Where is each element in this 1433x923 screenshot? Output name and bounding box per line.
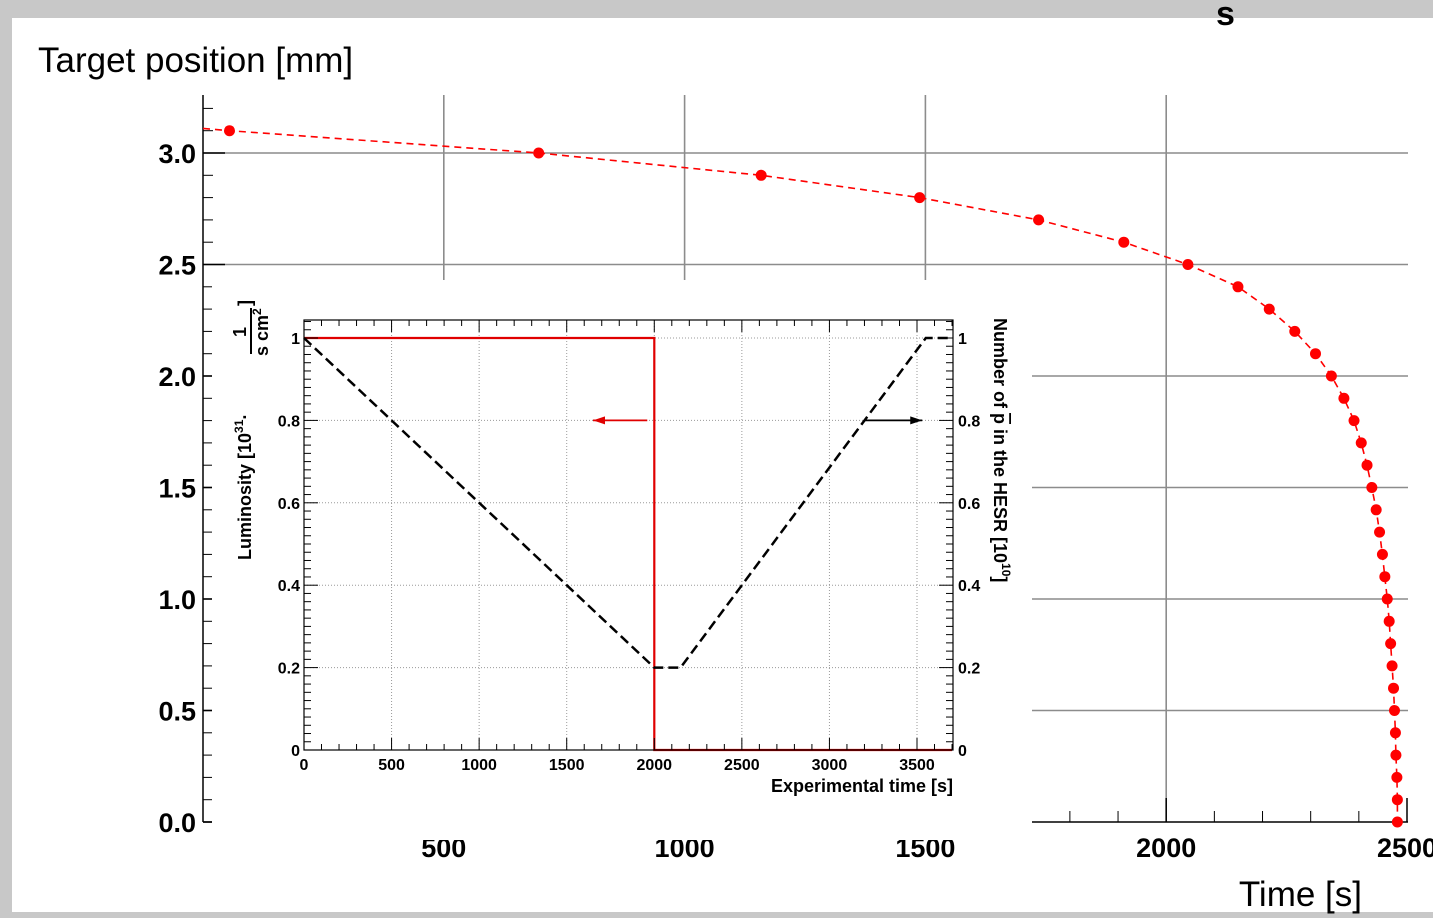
inset-right-tick-label: 0.8 [958,413,980,430]
inset-x-tick-label: 2500 [724,757,760,774]
main-data-point [1391,771,1403,783]
inset-left-tick-label: 0.4 [278,578,300,595]
svg-text:s cm2: s cm2 [250,308,272,356]
main-data-point [914,192,926,204]
inset-x-tick-label: 3500 [899,757,935,774]
left-label-dot: · [235,414,255,420]
right-label-pre: Number of [990,318,1010,413]
main-data-point [1388,682,1400,694]
right-label-pbar: p [990,413,1010,424]
main-data-point [1379,571,1391,583]
main-title-fragment: s [1216,0,1235,33]
inset-right-tick-label: 0 [958,743,967,760]
main-data-point [1348,415,1360,427]
left-label-frac-den: s cm [252,315,272,356]
inset-right-tick-label: 0.2 [958,661,980,678]
main-data-point [1033,214,1045,226]
inset-right-tick-label: 0.6 [958,496,980,513]
main-y-tick-label: 2.0 [158,362,196,392]
main-y-tick-label: 1.5 [158,474,196,504]
inset-x-tick-label: 0 [300,757,309,774]
inset-x-tick-label: 500 [378,757,405,774]
inset-right-tick-label: 0.4 [958,578,980,595]
main-data-point [1370,504,1382,516]
main-data-point [1232,281,1244,293]
left-label-close: ] [235,300,255,306]
inset-x-tick-label: 1000 [461,757,497,774]
svg-text:Number of p in the HESR [1010]: Number of p in the HESR [1010] [990,318,1013,582]
inset-left-axis-label: Luminosity [1031· 1 s cm2 ] [230,300,272,560]
inset-antiproton-line [303,336,952,669]
inset-frame [303,319,954,751]
main-data-point [1325,370,1337,382]
main-x-axis-label: Time [s] [1239,875,1362,914]
inset-x-tick-label: 2000 [636,757,672,774]
frame-top [0,0,1433,18]
svg-text:Luminosity [1031·: Luminosity [1031· [232,414,255,560]
main-data-point [1182,259,1194,270]
main-data-point [1309,348,1321,360]
main-data-point [533,147,545,159]
main-data-point [1338,392,1350,404]
main-data-point [1383,615,1395,627]
right-label-close: ] [990,576,1010,582]
main-data-point [1389,727,1401,739]
inset-axes: 0 500 1000 1500 2000 2500 3000 3500 0 0.2 0.4 0.6 0.… [278,319,980,774]
main-data-point [1390,749,1402,761]
main-data-point [1355,437,1367,449]
left-label-frac-num: 1 [230,327,250,337]
inset-x-tick-label: 1500 [549,757,585,774]
main-data-point [1388,705,1400,716]
main-y-tick-label: 1.0 [158,585,196,615]
inset-left-tick-label: 0.6 [278,496,300,513]
main-x-tick-label: 2500 [1377,833,1433,863]
main-data-point [1385,638,1397,650]
main-data-point [1381,593,1393,605]
frame-bottom [0,912,1433,918]
left-label-main: Luminosity [10 [235,433,255,560]
main-data-point [1374,526,1386,538]
inset-left-tick-label: 0.8 [278,413,300,430]
main-data-point [1366,482,1378,493]
inset-arrow-head-left [592,416,605,425]
main-data-point [1361,459,1373,471]
inset-left-tick-label: 0.2 [278,661,300,678]
main-series [202,125,1403,828]
main-data-point [1289,325,1301,337]
frame-left [0,0,12,918]
inset-arrow-head-right [910,416,923,425]
inset-background [212,280,1032,840]
inset-left-tick-label: 1 [291,331,300,348]
inset-x-tick-label: 3000 [812,757,848,774]
main-data-point [1263,303,1275,315]
main-data-point [1391,816,1403,828]
main-data-point [1386,660,1398,672]
main-data-point [223,125,235,137]
left-label-exp: 31 [232,419,246,433]
right-label-exp: 10 [999,563,1013,577]
inset-x-axis-label: Experimental time [s] [771,776,953,796]
inset-right-axis-label: Number of p in the HESR [1010] [990,318,1013,582]
main-y-tick-label: 0.5 [158,697,196,727]
main-y-tick-label: 0.0 [158,808,196,838]
right-label-post: in the HESR [10 [990,424,1010,563]
main-y-tick-label: 2.5 [158,251,196,281]
main-x-tick-label: 2000 [1136,833,1196,863]
main-data-point [1376,548,1388,560]
main-data-point [1118,236,1130,248]
left-label-frac-den-exp: 2 [250,308,264,315]
main-y-axis-label: Target position [mm] [38,41,353,80]
main-y-tick-label: 3.0 [158,139,196,169]
main-data-point [1391,794,1403,806]
inset-right-tick-label: 1 [958,331,967,348]
inset-left-tick-label: 0 [291,743,300,760]
main-data-point [755,169,767,181]
